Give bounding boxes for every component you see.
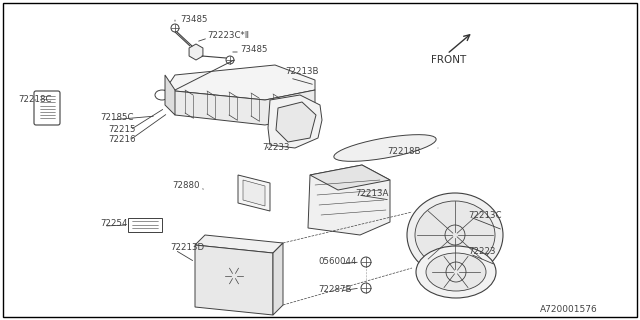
Polygon shape <box>310 165 390 190</box>
Polygon shape <box>189 44 203 60</box>
Ellipse shape <box>426 253 486 291</box>
Polygon shape <box>273 243 283 315</box>
Text: 72213D: 72213D <box>170 244 204 252</box>
Text: 72218B: 72218B <box>387 148 420 156</box>
Polygon shape <box>165 65 315 100</box>
Polygon shape <box>238 175 270 211</box>
Text: 72216: 72216 <box>108 135 136 145</box>
Text: 72185C: 72185C <box>100 114 134 123</box>
Ellipse shape <box>415 201 495 269</box>
Text: 72880: 72880 <box>172 180 200 189</box>
Polygon shape <box>165 75 175 115</box>
Text: 72287B: 72287B <box>318 285 351 294</box>
Circle shape <box>212 254 256 298</box>
Text: 73485: 73485 <box>240 45 268 54</box>
Text: 72223: 72223 <box>468 247 495 257</box>
Ellipse shape <box>407 193 503 277</box>
Polygon shape <box>195 245 273 315</box>
Text: 72223C*Ⅱ: 72223C*Ⅱ <box>207 31 249 41</box>
Text: FRONT: FRONT <box>431 55 467 65</box>
Text: A720001576: A720001576 <box>540 306 598 315</box>
Polygon shape <box>308 165 390 235</box>
Ellipse shape <box>416 246 496 298</box>
Polygon shape <box>243 180 265 206</box>
Text: 72213C: 72213C <box>468 211 502 220</box>
Text: 72215: 72215 <box>108 125 136 134</box>
Polygon shape <box>268 95 322 148</box>
Text: 72218C: 72218C <box>18 95 51 105</box>
Polygon shape <box>334 135 436 161</box>
Polygon shape <box>195 235 283 253</box>
Polygon shape <box>165 90 315 125</box>
Text: 72254: 72254 <box>100 220 127 228</box>
Text: 73485: 73485 <box>180 15 207 25</box>
Text: 72233: 72233 <box>262 143 289 153</box>
Text: 72213B: 72213B <box>285 68 319 76</box>
Text: 0560044: 0560044 <box>318 258 356 267</box>
Text: 72213A: 72213A <box>355 188 388 197</box>
Polygon shape <box>276 102 316 142</box>
